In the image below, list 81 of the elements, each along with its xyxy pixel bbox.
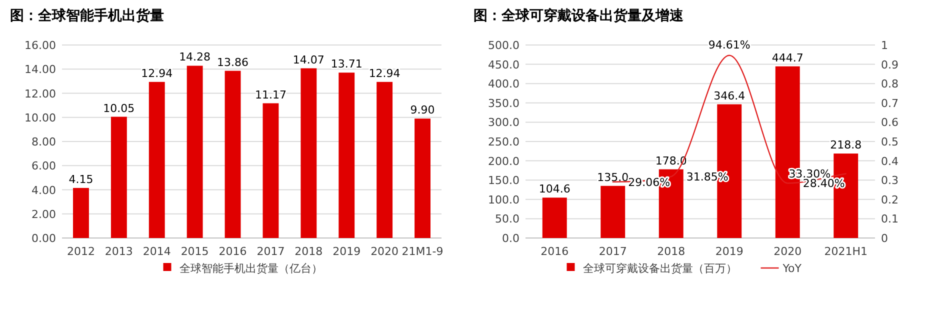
data-label: 12.94 xyxy=(141,66,173,80)
legend-item: YoY xyxy=(760,262,802,275)
bar xyxy=(110,116,127,238)
bar xyxy=(414,118,430,238)
y-tick-label: 4.00 xyxy=(32,184,56,197)
x-tick-label: 2019 xyxy=(715,245,744,258)
data-label: 11.17 xyxy=(254,88,286,102)
chart-title: 图：全球可穿戴设备出货量及增速 xyxy=(474,7,684,24)
legend-item: 全球智能手机出货量（亿台） xyxy=(163,262,322,275)
y-tick-label: 200.0 xyxy=(488,154,520,168)
bar xyxy=(600,186,626,238)
y2-tick-label: 0.4 xyxy=(881,154,898,168)
x-tick-label: 2017 xyxy=(598,245,627,258)
y-tick-label: 8.00 xyxy=(32,136,56,148)
y2-tick-label: 0 xyxy=(881,232,888,245)
bar xyxy=(73,188,89,238)
y2-tick-label: 0.3 xyxy=(881,174,898,188)
data-label: 13.86 xyxy=(217,56,249,69)
y-tick-label: 300.0 xyxy=(488,116,520,130)
bar xyxy=(376,82,393,238)
data-label: 444.7 xyxy=(772,51,804,64)
bar xyxy=(224,70,241,238)
x-tick-label: 2019 xyxy=(332,245,361,258)
x-tick-label: 2018 xyxy=(657,245,686,258)
x-tick-label: 2016 xyxy=(218,245,247,258)
x-tick-label: 2016 xyxy=(540,245,569,258)
data-label: 346.4 xyxy=(714,89,746,102)
data-label: 14.28 xyxy=(179,50,211,64)
data-label: 9.90 xyxy=(410,104,435,117)
y2-tick-label: 0.8 xyxy=(881,78,898,91)
y-tick-label: 50.0 xyxy=(495,212,520,226)
y-tick-label: 12.00 xyxy=(24,87,56,100)
y2-tick-label: 0.2 xyxy=(881,193,898,206)
x-tick-label: 2020 xyxy=(774,245,802,258)
bar xyxy=(262,103,279,238)
data-label: 135.0 xyxy=(597,170,629,184)
y2-tick-label: 0.6 xyxy=(881,116,898,130)
x-tick-label: 2020 xyxy=(370,245,399,258)
bar xyxy=(148,82,165,238)
x-tick-label: 2021H1 xyxy=(824,245,868,258)
x-tick-label: 2018 xyxy=(294,245,323,258)
x-tick-label: 2013 xyxy=(104,245,133,258)
y-tick-label: 150.0 xyxy=(488,174,520,188)
bar xyxy=(338,72,355,238)
y-tick-label: 0.0 xyxy=(502,232,520,245)
data-label: 14.07 xyxy=(292,53,324,66)
y-tick-label: 0.00 xyxy=(32,232,56,245)
y-tick-label: 10.00 xyxy=(24,111,56,124)
x-tick-label: 2017 xyxy=(256,245,285,258)
data-label: 13.71 xyxy=(330,58,362,71)
y-tick-label: 16.00 xyxy=(24,39,56,52)
y2-tick-label: 1 xyxy=(881,39,888,52)
chart-title: 图：全球智能手机出货量 xyxy=(10,7,164,24)
y-tick-label: 100.0 xyxy=(488,193,520,206)
x-tick-label: 2014 xyxy=(142,245,171,258)
x-tick-label: 2015 xyxy=(180,245,209,258)
y-tick-label: 450.0 xyxy=(488,58,520,72)
y2-tick-label: 0.1 xyxy=(881,212,898,226)
y-tick-label: 250.0 xyxy=(488,136,520,148)
y-tick-label: 2.00 xyxy=(32,208,56,221)
data-label: 12.94 xyxy=(368,66,400,80)
y2-tick-label: 0.5 xyxy=(881,136,898,148)
data-label: 94.61% xyxy=(708,38,750,52)
y2-tick-label: 0.9 xyxy=(881,58,898,72)
y-tick-label: 14.00 xyxy=(24,63,56,76)
y-tick-label: 500.0 xyxy=(488,39,520,52)
y2-tick-label: 0.7 xyxy=(881,96,898,110)
bar xyxy=(186,66,203,238)
bar xyxy=(542,198,567,238)
y-tick-label: 400.0 xyxy=(488,78,520,91)
y-tick-label: 6.00 xyxy=(32,160,56,173)
data-label: 4.15 xyxy=(68,172,94,186)
x-tick-label: 2012 xyxy=(66,245,95,258)
data-label: 218.8 xyxy=(830,138,862,152)
legend-label: YoY xyxy=(782,262,802,275)
legend-item: 全球可穿戴设备出货量（百万） xyxy=(566,262,737,275)
data-label: 104.6 xyxy=(538,182,570,196)
x-tick-label: 21M1-9 xyxy=(402,245,444,258)
y-tick-label: 350.0 xyxy=(488,96,520,110)
data-label: 10.05 xyxy=(103,102,135,115)
bar xyxy=(300,68,317,238)
